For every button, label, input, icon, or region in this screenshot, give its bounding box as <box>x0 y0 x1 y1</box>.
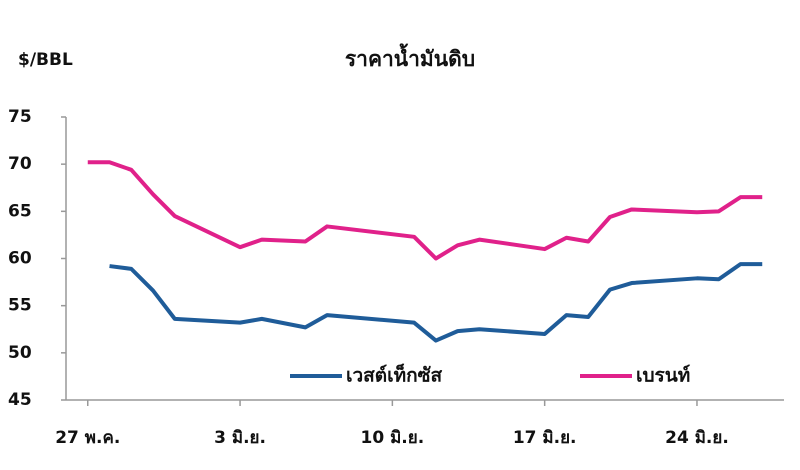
x-tick-label: 10 มิ.ย. <box>361 428 425 448</box>
y-tick-label: 65 <box>8 201 32 221</box>
y-tick-label: 70 <box>8 154 32 174</box>
chart-title: ราคาน้ำมันดิบ <box>345 43 475 71</box>
legend-label: เวสต์เท็กซัส <box>346 363 443 387</box>
y-tick-label: 60 <box>8 249 32 269</box>
y-tick-label: 50 <box>8 343 32 363</box>
series-line <box>87 160 763 261</box>
y-axis-label: $/BBL <box>18 50 73 70</box>
legend-label: เบรนท์ <box>636 365 690 387</box>
x-tick-label: 27 พ.ค. <box>55 428 120 448</box>
series-line <box>109 262 763 343</box>
x-tick-label: 17 มิ.ย. <box>513 428 577 448</box>
y-tick-label: 55 <box>8 296 32 316</box>
x-tick-label: 24 มิ.ย. <box>665 428 729 448</box>
y-tick-label: 75 <box>8 107 32 127</box>
y-tick-label: 45 <box>8 390 32 410</box>
x-tick-label: 3 มิ.ย. <box>214 428 266 448</box>
